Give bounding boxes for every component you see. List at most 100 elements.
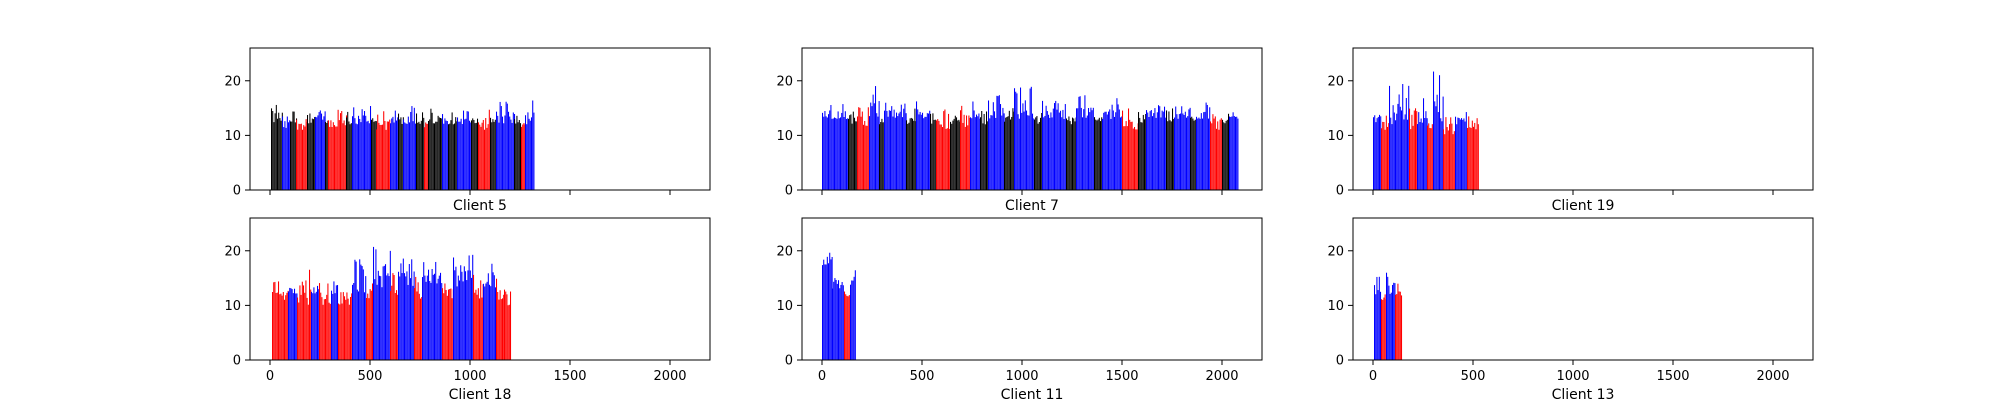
bar bbox=[1424, 118, 1426, 190]
bar bbox=[832, 288, 834, 360]
bar-segment bbox=[1138, 112, 1147, 190]
bar bbox=[916, 101, 918, 190]
bar bbox=[407, 284, 409, 360]
bar bbox=[1389, 293, 1391, 360]
bar bbox=[521, 126, 523, 190]
bar bbox=[1034, 119, 1036, 190]
bar bbox=[1402, 84, 1404, 190]
bar bbox=[323, 116, 325, 190]
bar bbox=[844, 291, 846, 360]
bar bbox=[1109, 109, 1111, 190]
bar bbox=[527, 112, 529, 190]
bar bbox=[1405, 98, 1407, 190]
bar bbox=[435, 261, 437, 360]
bar bbox=[1416, 111, 1418, 190]
bar bbox=[1382, 121, 1384, 190]
bar bbox=[828, 114, 830, 190]
bar bbox=[294, 288, 296, 360]
bar bbox=[436, 121, 438, 190]
bar bbox=[970, 117, 972, 190]
bar bbox=[848, 118, 850, 190]
bar bbox=[388, 276, 390, 360]
bar bbox=[928, 113, 930, 190]
bar bbox=[410, 278, 412, 360]
bar bbox=[285, 127, 287, 190]
bar bbox=[299, 124, 301, 190]
bar bbox=[1186, 117, 1188, 190]
bar bbox=[913, 120, 915, 190]
bar bbox=[848, 295, 850, 360]
bar bbox=[834, 117, 836, 190]
bar bbox=[1395, 294, 1397, 360]
bar bbox=[1384, 294, 1386, 360]
axes-frame bbox=[1352, 217, 1814, 361]
bar bbox=[1080, 107, 1082, 190]
bar bbox=[469, 120, 471, 190]
bar bbox=[1161, 110, 1163, 190]
bar bbox=[1449, 124, 1451, 190]
bar bbox=[932, 113, 934, 190]
y-tick-label: 0 bbox=[1336, 354, 1344, 369]
bar bbox=[483, 283, 485, 360]
bar-segment bbox=[288, 287, 298, 360]
bar bbox=[459, 121, 461, 190]
bar bbox=[342, 123, 344, 190]
bar bbox=[1399, 291, 1401, 360]
bar bbox=[475, 122, 477, 190]
bar bbox=[1381, 128, 1383, 190]
bar bbox=[1453, 131, 1455, 190]
bar bbox=[469, 270, 471, 360]
bar bbox=[479, 298, 481, 360]
bar bbox=[314, 293, 316, 360]
bar bbox=[468, 255, 470, 360]
bar bbox=[1468, 116, 1470, 190]
bar bbox=[1229, 116, 1231, 190]
bar-segment bbox=[1196, 102, 1211, 190]
bar bbox=[898, 113, 900, 190]
bar bbox=[1380, 116, 1382, 190]
bar bbox=[308, 123, 310, 190]
bar bbox=[344, 125, 346, 190]
bar bbox=[352, 284, 354, 360]
bar bbox=[1204, 111, 1206, 190]
bar bbox=[414, 288, 416, 360]
bar bbox=[897, 116, 899, 190]
bar bbox=[338, 303, 340, 360]
bar bbox=[1115, 112, 1117, 190]
bar bbox=[307, 115, 309, 190]
bar bbox=[991, 115, 993, 190]
bar bbox=[1092, 107, 1094, 190]
bar-segment bbox=[403, 106, 417, 190]
bar bbox=[506, 103, 508, 190]
bar bbox=[1178, 114, 1180, 190]
bar bbox=[1474, 122, 1476, 190]
bar bbox=[300, 294, 302, 360]
bar bbox=[1423, 98, 1425, 190]
bar bbox=[986, 111, 988, 190]
bar bbox=[863, 124, 865, 190]
bar bbox=[924, 116, 926, 190]
bar bbox=[1074, 121, 1076, 190]
bar bbox=[493, 275, 495, 360]
bar bbox=[313, 119, 315, 190]
bar bbox=[509, 116, 511, 190]
bar bbox=[481, 297, 483, 360]
x-tick-label: 1500 bbox=[1105, 369, 1138, 384]
bar bbox=[1214, 116, 1216, 190]
bar bbox=[282, 291, 284, 360]
bar bbox=[1056, 109, 1058, 190]
bar bbox=[1404, 114, 1406, 190]
bar bbox=[958, 119, 960, 190]
bar bbox=[1216, 128, 1218, 190]
bar bbox=[429, 280, 431, 360]
bar bbox=[1120, 117, 1122, 190]
bar bbox=[465, 118, 467, 190]
bar bbox=[311, 291, 313, 360]
bar bbox=[278, 281, 280, 360]
bar bbox=[1470, 127, 1472, 190]
bar bbox=[892, 116, 894, 190]
bar bbox=[351, 293, 353, 360]
bar bbox=[973, 110, 975, 190]
bar bbox=[1456, 124, 1458, 190]
bar bbox=[1377, 116, 1379, 190]
